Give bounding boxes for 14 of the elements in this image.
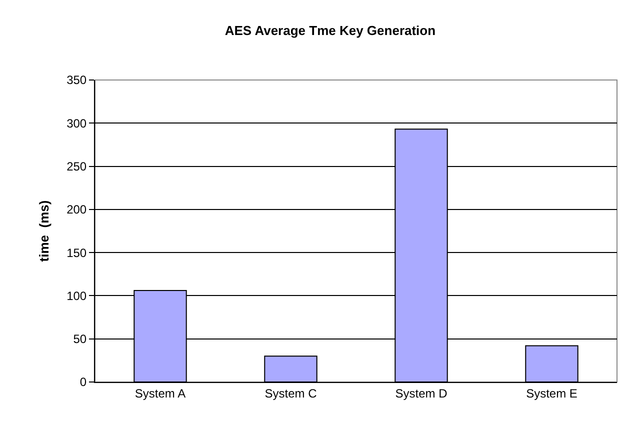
y-tick-label: 300 bbox=[66, 116, 87, 130]
y-tick-label: 50 bbox=[73, 332, 87, 346]
y-tick-label: 200 bbox=[66, 202, 87, 217]
y-tick-label: 150 bbox=[66, 246, 87, 260]
y-tick-label: 0 bbox=[80, 375, 87, 390]
y-tick-label: 350 bbox=[66, 73, 87, 88]
x-tick-label: System E bbox=[526, 386, 578, 400]
x-tick-label: System A bbox=[134, 386, 186, 400]
y-tick-label: 250 bbox=[66, 159, 87, 174]
y-tick-label: 100 bbox=[66, 288, 87, 303]
y-axis-title: time (ms) bbox=[36, 200, 52, 262]
x-tick-label: System D bbox=[395, 386, 448, 400]
x-tick-label: System C bbox=[264, 386, 318, 400]
chart-title: AES Average Tme Key Generation bbox=[224, 23, 436, 38]
